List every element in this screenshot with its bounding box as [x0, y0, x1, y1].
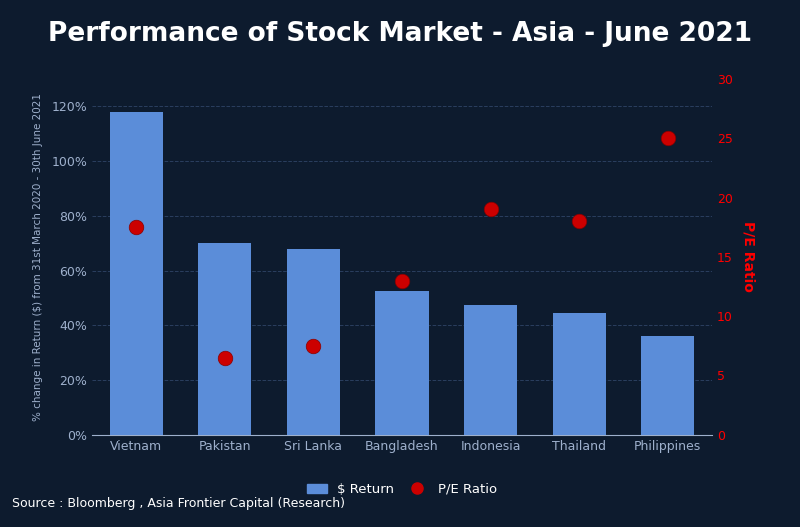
Bar — [464, 305, 517, 435]
Bar — [553, 313, 606, 435]
Point — [396, 276, 409, 285]
Bar — [110, 112, 163, 435]
Y-axis label: P/E Ratio: P/E Ratio — [741, 221, 755, 292]
Point — [130, 223, 142, 231]
Point — [573, 217, 586, 226]
Point — [662, 134, 674, 142]
Text: Performance of Stock Market - Asia - June 2021: Performance of Stock Market - Asia - Jun… — [48, 21, 752, 47]
Bar — [375, 291, 429, 435]
Bar — [198, 243, 251, 435]
Bar — [287, 249, 340, 435]
Text: Source : Bloomberg , Asia Frontier Capital (Research): Source : Bloomberg , Asia Frontier Capit… — [12, 497, 345, 510]
Point — [218, 354, 231, 362]
Legend: $ Return, P/E Ratio: $ Return, P/E Ratio — [302, 477, 502, 501]
Bar — [641, 336, 694, 435]
Y-axis label: % change in Return ($) from 31st March 2020 - 30th June 2021: % change in Return ($) from 31st March 2… — [33, 93, 43, 421]
Point — [484, 205, 497, 214]
Point — [307, 341, 320, 350]
